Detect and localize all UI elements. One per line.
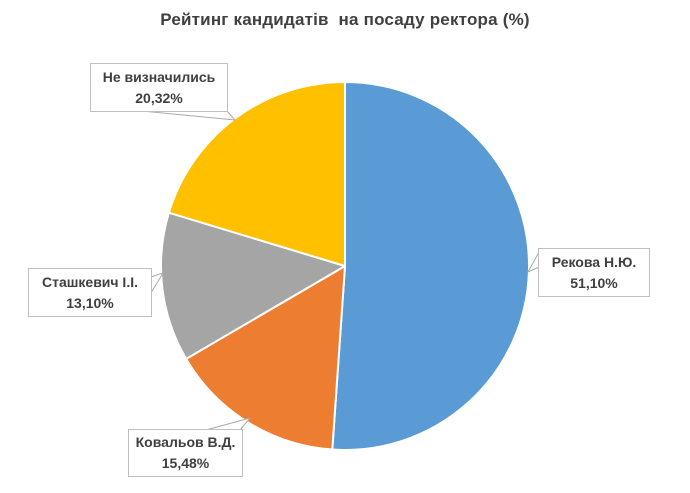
callout-label-rekova: Рекова Н.Ю. [551, 253, 637, 270]
callout-value-stashkevych: 13,10% [66, 294, 114, 311]
callout-label-undecided: Не визначились [102, 68, 216, 85]
pie-slice-stashkevych [159, 211, 346, 360]
chart-title: Рейтинг кандидатів на посаду ректора (%) [160, 10, 530, 29]
callout-value-kovalov: 15,48% [161, 455, 210, 471]
callout-rekova: Рекова Н.Ю. 51,10% [538, 248, 650, 297]
callout-value-rekova: 51,10% [570, 274, 618, 291]
pie-slice-rekova [331, 81, 531, 451]
callout-kovalov: Ковальов В.Д. 15,48% [128, 429, 243, 477]
callout-value-undecided: 20,32% [135, 89, 183, 106]
callout-stashkevych: Сташкевич І.І. 13,10% [28, 268, 152, 317]
callout-label-stashkevych: Сташкевич І.І. [41, 273, 138, 290]
leader-line-undecided [141, 110, 236, 121]
callout-label-kovalov: Ковальов В.Д. [135, 434, 236, 450]
pie-slices [159, 81, 531, 451]
pie-slice-undecided [167, 81, 346, 267]
pie-slice-kovalov [185, 265, 346, 451]
callout-undecided: Не визначились 20,32% [90, 63, 228, 112]
